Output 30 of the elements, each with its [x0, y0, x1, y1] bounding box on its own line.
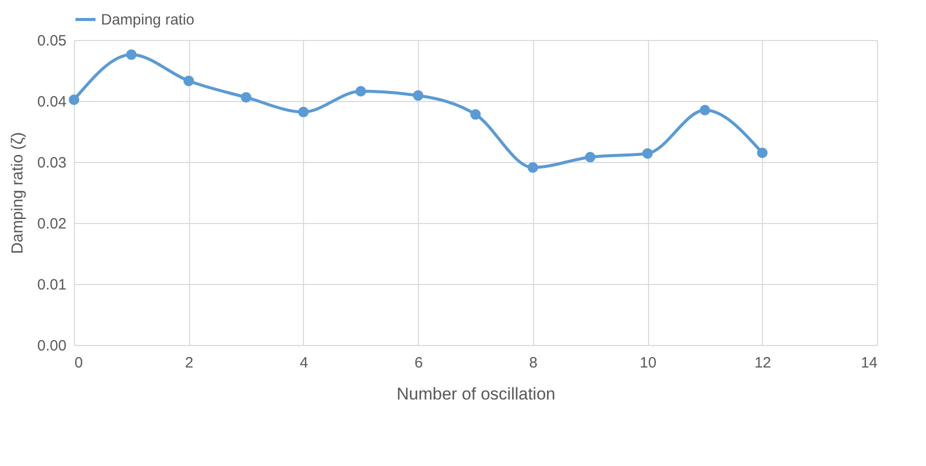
- x-tick-label: 4: [300, 354, 308, 372]
- x-tick-label: 2: [185, 354, 194, 372]
- y-tick-label: 0.04: [37, 94, 66, 110]
- x-tick-label: 0: [74, 354, 83, 372]
- point: [584, 152, 596, 162]
- x-tick-label: 8: [529, 354, 538, 372]
- y-tick-label: 0.01: [37, 276, 66, 294]
- point: [298, 106, 309, 118]
- point: [68, 94, 80, 106]
- point: [240, 92, 252, 103]
- point: [528, 162, 538, 173]
- point: [183, 76, 194, 86]
- y-tick-label: 0.05: [37, 32, 66, 50]
- x-tick-label: 10: [640, 354, 656, 372]
- point: [642, 148, 653, 159]
- x-tick-label: 6: [414, 354, 423, 372]
- y-axis-title: Damping ratio (ζ): [9, 132, 26, 254]
- x-tick-label: 14: [860, 354, 878, 372]
- point: [757, 148, 768, 158]
- x-axis-title: Number of oscillation: [396, 384, 556, 404]
- point: [126, 49, 137, 60]
- y-tick-label: 0.02: [37, 216, 66, 232]
- point: [700, 104, 710, 116]
- y-tick-label: 0.00: [37, 338, 66, 354]
- point: [470, 109, 481, 120]
- x-tick-label: 12: [754, 354, 772, 372]
- point: [412, 90, 424, 101]
- y-tick-label: 0.03: [37, 154, 66, 172]
- legend-label: Damping ratio: [101, 12, 194, 28]
- point: [356, 86, 366, 96]
